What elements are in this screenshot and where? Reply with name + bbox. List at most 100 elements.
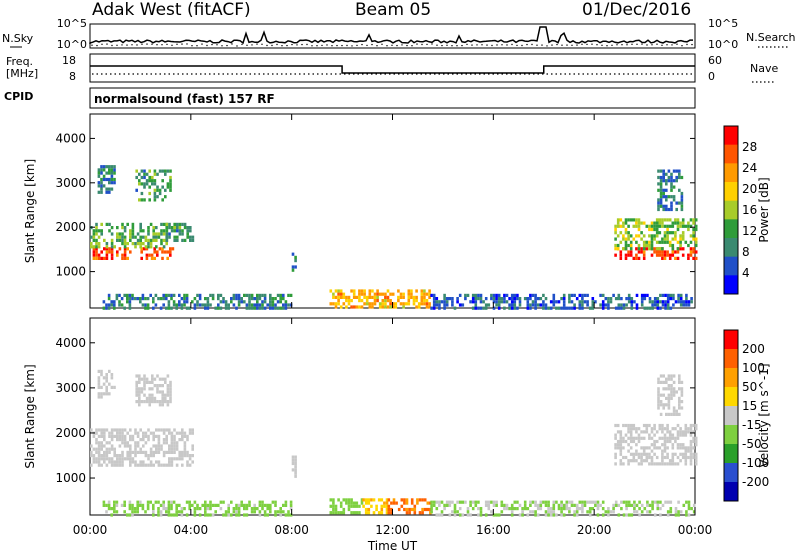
- echo-cell: [173, 235, 176, 239]
- echo-cell: [173, 441, 176, 445]
- echo-cell: [191, 454, 194, 458]
- echo-cell: [100, 184, 103, 188]
- echo-cell: [657, 377, 660, 381]
- echo-cell: [235, 293, 238, 297]
- echo-cell: [662, 188, 665, 192]
- echo-cell: [659, 185, 663, 189]
- echo-cell: [385, 501, 389, 505]
- echo-cell: [635, 459, 638, 463]
- echo-cell: [128, 513, 132, 517]
- echo-cell: [445, 300, 449, 304]
- echo-cell: [178, 232, 182, 236]
- echo-cell: [350, 305, 353, 309]
- echo-cell: [653, 247, 656, 251]
- echo-cell: [97, 463, 101, 467]
- nsearch-dot: [166, 43, 168, 46]
- echo-cell: [386, 305, 390, 309]
- echo-cell: [140, 182, 144, 186]
- nsearch-dot: [501, 44, 503, 46]
- echo-cell: [146, 507, 150, 511]
- echo-cell: [622, 500, 626, 504]
- echo-cell: [562, 300, 566, 304]
- colorbar-segment: [724, 275, 738, 295]
- echo-cell: [443, 306, 446, 310]
- echo-cell: [110, 447, 114, 451]
- echo-cell: [105, 250, 109, 254]
- echo-cell: [526, 507, 530, 511]
- nsearch-dot: [256, 43, 258, 45]
- echo-cell: [97, 171, 101, 175]
- echo-cell: [635, 240, 638, 244]
- echo-cell: [385, 511, 389, 515]
- echo-cell: [672, 169, 676, 173]
- echo-cell: [596, 513, 600, 517]
- echo-cell: [108, 168, 111, 172]
- echo-cell: [549, 507, 553, 511]
- echo-cell: [154, 500, 158, 504]
- echo-cell: [95, 232, 98, 236]
- echo-cell: [116, 253, 119, 257]
- nsearch-dot: [681, 45, 683, 47]
- echo-cell: [337, 498, 340, 502]
- echo-cell: [657, 207, 660, 212]
- echo-cell: [659, 412, 663, 416]
- echo-cell: [653, 224, 656, 228]
- echo-cell: [648, 510, 652, 514]
- echo-cell: [635, 256, 638, 260]
- echo-cell: [167, 500, 171, 504]
- echo-cell: [536, 303, 540, 307]
- echo-cell: [95, 431, 98, 435]
- echo-cell: [165, 297, 168, 301]
- echo-cell: [289, 507, 293, 511]
- echo-cell: [583, 300, 587, 304]
- echo-cell: [269, 293, 272, 297]
- echo-cell: [294, 259, 297, 263]
- nsearch-dot: [306, 43, 308, 46]
- echo-cell: [678, 175, 681, 180]
- colorbar-tick-label: 15: [742, 399, 757, 413]
- echo-cell: [167, 513, 171, 517]
- echo-cell: [681, 253, 685, 257]
- echo-cell: [681, 452, 685, 456]
- nsearch-dot: [461, 44, 463, 47]
- echo-cell: [666, 237, 669, 241]
- echo-cell: [145, 179, 149, 183]
- echo-cell: [118, 438, 122, 442]
- echo-cell: [188, 306, 191, 310]
- echo-cell: [352, 295, 356, 299]
- echo-cell: [180, 507, 184, 511]
- echo-cell: [627, 243, 630, 248]
- nsearch-dot: [676, 43, 678, 45]
- echo-cell: [123, 457, 127, 461]
- echo-cell: [391, 292, 395, 296]
- echo-cell: [113, 171, 116, 175]
- echo-cell: [183, 238, 187, 242]
- echo-cell: [694, 462, 698, 466]
- nsearch-dot: [196, 45, 198, 47]
- echo-cell: [534, 510, 537, 514]
- nsearch-dot: [366, 44, 368, 47]
- echo-cell: [172, 303, 176, 307]
- nsearch-dot: [456, 45, 458, 47]
- echo-cell: [147, 434, 150, 438]
- echo-cell: [282, 510, 285, 514]
- echo-cell: [573, 503, 576, 507]
- echo-cell: [173, 434, 176, 438]
- echo-cell: [671, 231, 675, 235]
- echo-cell: [97, 253, 101, 257]
- echo-cell: [428, 295, 431, 299]
- echo-cell: [105, 441, 109, 445]
- echo-cell: [102, 177, 106, 182]
- echo-cell: [103, 238, 106, 242]
- echo-cell: [165, 232, 169, 236]
- echo-cell: [140, 247, 143, 251]
- echo-cell: [136, 444, 140, 448]
- echo-cell: [632, 455, 636, 460]
- echo-cell: [347, 295, 351, 299]
- echo-cell: [676, 240, 680, 244]
- echo-cell: [178, 431, 181, 435]
- echo-cell: [666, 227, 669, 232]
- echo-cell: [253, 510, 256, 514]
- echo-cell: [153, 172, 157, 176]
- echo-cell: [123, 293, 126, 297]
